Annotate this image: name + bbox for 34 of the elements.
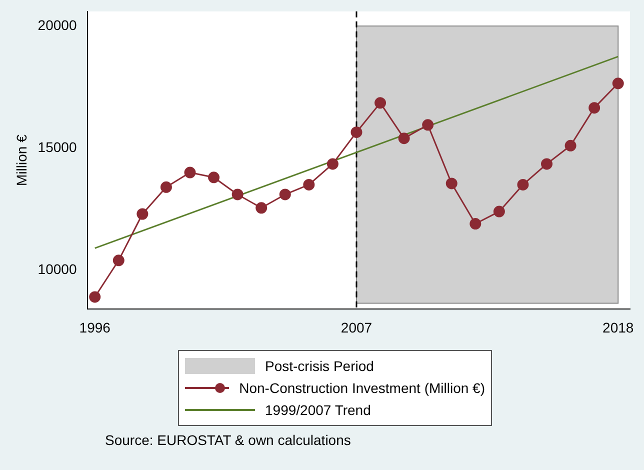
- point: [256, 202, 268, 214]
- point: [374, 97, 386, 109]
- y-tick-label: 15000: [38, 138, 77, 155]
- point: [303, 178, 315, 190]
- point: [446, 178, 458, 190]
- x-tick-label: 2007: [340, 319, 372, 336]
- point: [398, 132, 410, 144]
- point: [612, 78, 624, 90]
- point: [184, 166, 196, 178]
- point: [136, 208, 148, 220]
- point: [470, 218, 482, 230]
- y-tick-label: 10000: [38, 261, 77, 278]
- point: [350, 126, 362, 138]
- point: [208, 172, 220, 184]
- x-tick-label: 1996: [79, 319, 111, 336]
- point: [89, 291, 101, 303]
- y-axis-title: Million €: [13, 134, 30, 186]
- point: [517, 178, 529, 190]
- point: [232, 188, 244, 200]
- point: [541, 158, 553, 170]
- point: [422, 119, 434, 131]
- x-tick-label: 2018: [602, 319, 634, 336]
- point: [588, 102, 600, 114]
- point: [564, 140, 576, 152]
- point: [279, 188, 291, 200]
- legend-label: Post-crisis Period: [265, 358, 374, 374]
- y-tick-label: 20000: [38, 16, 77, 33]
- point: [493, 206, 505, 218]
- point: [112, 254, 124, 266]
- legend-label: 1999/2007 Trend: [265, 402, 371, 418]
- point: [326, 158, 338, 170]
- source-note: Source: EUROSTAT & own calculations: [105, 432, 351, 448]
- point: [160, 181, 172, 193]
- legend-label: Non-Construction Investment (Million €): [239, 380, 485, 396]
